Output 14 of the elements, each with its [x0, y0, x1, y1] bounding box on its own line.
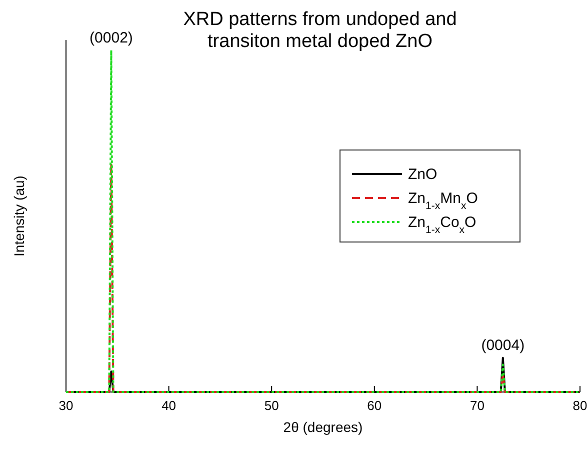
legend-label: ZnO [408, 166, 438, 183]
x-tick-label: 80 [572, 398, 587, 414]
x-tick-label: 30 [58, 398, 74, 414]
x-tick-label: 60 [367, 398, 382, 414]
legend-label: Zn$_{1-x}$Co$_{x}$O [408, 214, 476, 236]
x-tick-label: 70 [470, 398, 484, 414]
annotation: (0004) [481, 336, 525, 354]
x-axis-title: 2θ (degrees) [283, 419, 363, 435]
chart-title: XRD patterns from undoped and transiton metal doped ZnO [183, 9, 457, 52]
x-tick-label: 40 [162, 398, 176, 414]
y-axis-title: Intensity (au) [11, 176, 27, 256]
x-tick-label: 50 [264, 398, 279, 414]
annotation: (0002) [90, 29, 133, 46]
legend-label: Zn$_{1-x}$Mn$_{x}$O [408, 190, 478, 212]
